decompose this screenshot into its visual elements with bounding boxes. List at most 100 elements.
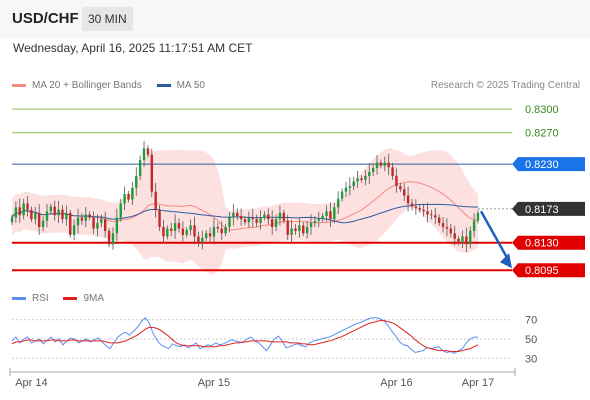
candle-body xyxy=(426,211,429,215)
candle-body xyxy=(135,175,138,188)
rsi-tick-label: 50 xyxy=(525,334,537,346)
candle-body xyxy=(274,219,278,227)
candle-body xyxy=(239,216,243,220)
legend-label-ma50: MA 50 xyxy=(176,80,205,91)
candle-body xyxy=(461,236,464,243)
price-legend: MA 20 + Bollinger Bands MA 50 xyxy=(12,80,217,91)
candle-body xyxy=(189,225,192,231)
candle-body xyxy=(422,209,425,212)
x-tick-label: Apr 14 xyxy=(15,377,47,389)
candle-body xyxy=(26,203,29,210)
level-badge-0.8230 xyxy=(512,157,585,172)
candle-body xyxy=(142,148,146,161)
candle-body xyxy=(360,178,363,180)
candle-body xyxy=(88,214,91,218)
legend-item-ma50: MA 50 xyxy=(156,80,205,91)
candle-body xyxy=(243,219,247,223)
legend-item-rsi: RSI xyxy=(12,293,49,304)
candles-layer xyxy=(10,141,480,253)
candle-body xyxy=(84,214,87,221)
legend-label-bollinger: MA 20 + Bollinger Bands xyxy=(32,80,142,91)
candle-body xyxy=(336,198,340,208)
candle-body xyxy=(368,172,371,176)
candle-body xyxy=(375,162,379,169)
x-tick-label: Apr 15 xyxy=(198,377,230,389)
candle-body xyxy=(158,209,161,227)
candle-body xyxy=(119,203,122,218)
symbol-title: USD/CHF xyxy=(12,10,79,27)
candle-body xyxy=(406,195,410,204)
candle-body xyxy=(212,227,216,237)
level-label-0.8300: 0.8300 xyxy=(525,104,559,116)
candle-body xyxy=(138,160,142,176)
rsi-tick-label: 30 xyxy=(525,353,537,365)
candle-body xyxy=(333,207,336,220)
candle-body xyxy=(127,194,130,200)
candle-body xyxy=(236,212,239,216)
legend-item-9ma: 9MA xyxy=(63,293,104,304)
rsi-9ma-line xyxy=(11,320,479,353)
candle-body xyxy=(449,228,453,234)
candle-body xyxy=(305,227,309,234)
candle-body xyxy=(34,212,37,220)
x-axis: Apr 14 Apr 15 Apr 16 Apr 17 xyxy=(9,368,516,389)
candle-body xyxy=(383,162,387,166)
level-badge-0.8130 xyxy=(512,235,585,250)
candle-body xyxy=(216,227,220,229)
forecast-arrow-layer xyxy=(479,210,512,269)
candle-body xyxy=(154,191,157,210)
candle-body xyxy=(298,225,301,231)
candle-body xyxy=(418,208,421,210)
candle-body xyxy=(371,168,375,172)
candle-body xyxy=(53,206,56,216)
level-label-0.8230: 0.8230 xyxy=(525,159,559,171)
candle-body xyxy=(270,219,274,227)
candle-body xyxy=(193,225,196,237)
candle-body xyxy=(76,217,80,226)
candle-body xyxy=(146,148,150,155)
timeframe-button[interactable]: 30 MIN xyxy=(82,7,133,31)
candle-body xyxy=(344,187,348,192)
candle-body xyxy=(131,187,134,200)
candle-body xyxy=(399,186,402,190)
candle-body xyxy=(201,238,204,243)
candle-body xyxy=(403,189,406,196)
candle-body xyxy=(111,233,115,245)
candle-body xyxy=(166,228,169,237)
candle-body xyxy=(267,214,270,220)
rsi-line xyxy=(11,317,478,355)
candle-body xyxy=(45,211,49,221)
candle-body xyxy=(259,217,262,224)
legend-swatch-ma50 xyxy=(156,83,171,87)
legend-label-9ma: 9MA xyxy=(83,293,105,304)
candle-body xyxy=(329,211,332,220)
candle-body xyxy=(282,212,286,221)
timestamp: Wednesday, April 16, 2025 11:17:51 AM CE… xyxy=(13,41,253,55)
candle-body xyxy=(472,220,476,231)
candle-body xyxy=(197,236,200,243)
level-labels-layer: 0.8300 0.8270 0.8230 0.8173 0.8130 0.8095 xyxy=(512,104,585,278)
candle-body xyxy=(123,194,126,204)
rsi-legend: RSI 9MA xyxy=(12,293,116,304)
candle-body xyxy=(181,228,185,235)
level-badge-0.8095 xyxy=(512,263,585,278)
candle-body xyxy=(162,227,165,237)
candle-body xyxy=(453,233,456,239)
candle-body xyxy=(14,207,18,218)
candle-body xyxy=(430,214,433,216)
candle-body xyxy=(30,209,33,220)
candle-body xyxy=(476,212,480,221)
candle-body xyxy=(232,212,235,218)
candle-body xyxy=(325,211,328,216)
candle-body xyxy=(437,217,441,224)
candle-body xyxy=(321,216,324,220)
candle-body xyxy=(391,167,394,176)
candle-body xyxy=(414,206,418,209)
candle-body xyxy=(18,207,21,216)
candle-body xyxy=(290,228,293,235)
candle-body xyxy=(103,219,107,231)
candle-body xyxy=(220,228,223,234)
level-label-0.8173: 0.8173 xyxy=(525,204,559,216)
candle-body xyxy=(204,233,208,238)
